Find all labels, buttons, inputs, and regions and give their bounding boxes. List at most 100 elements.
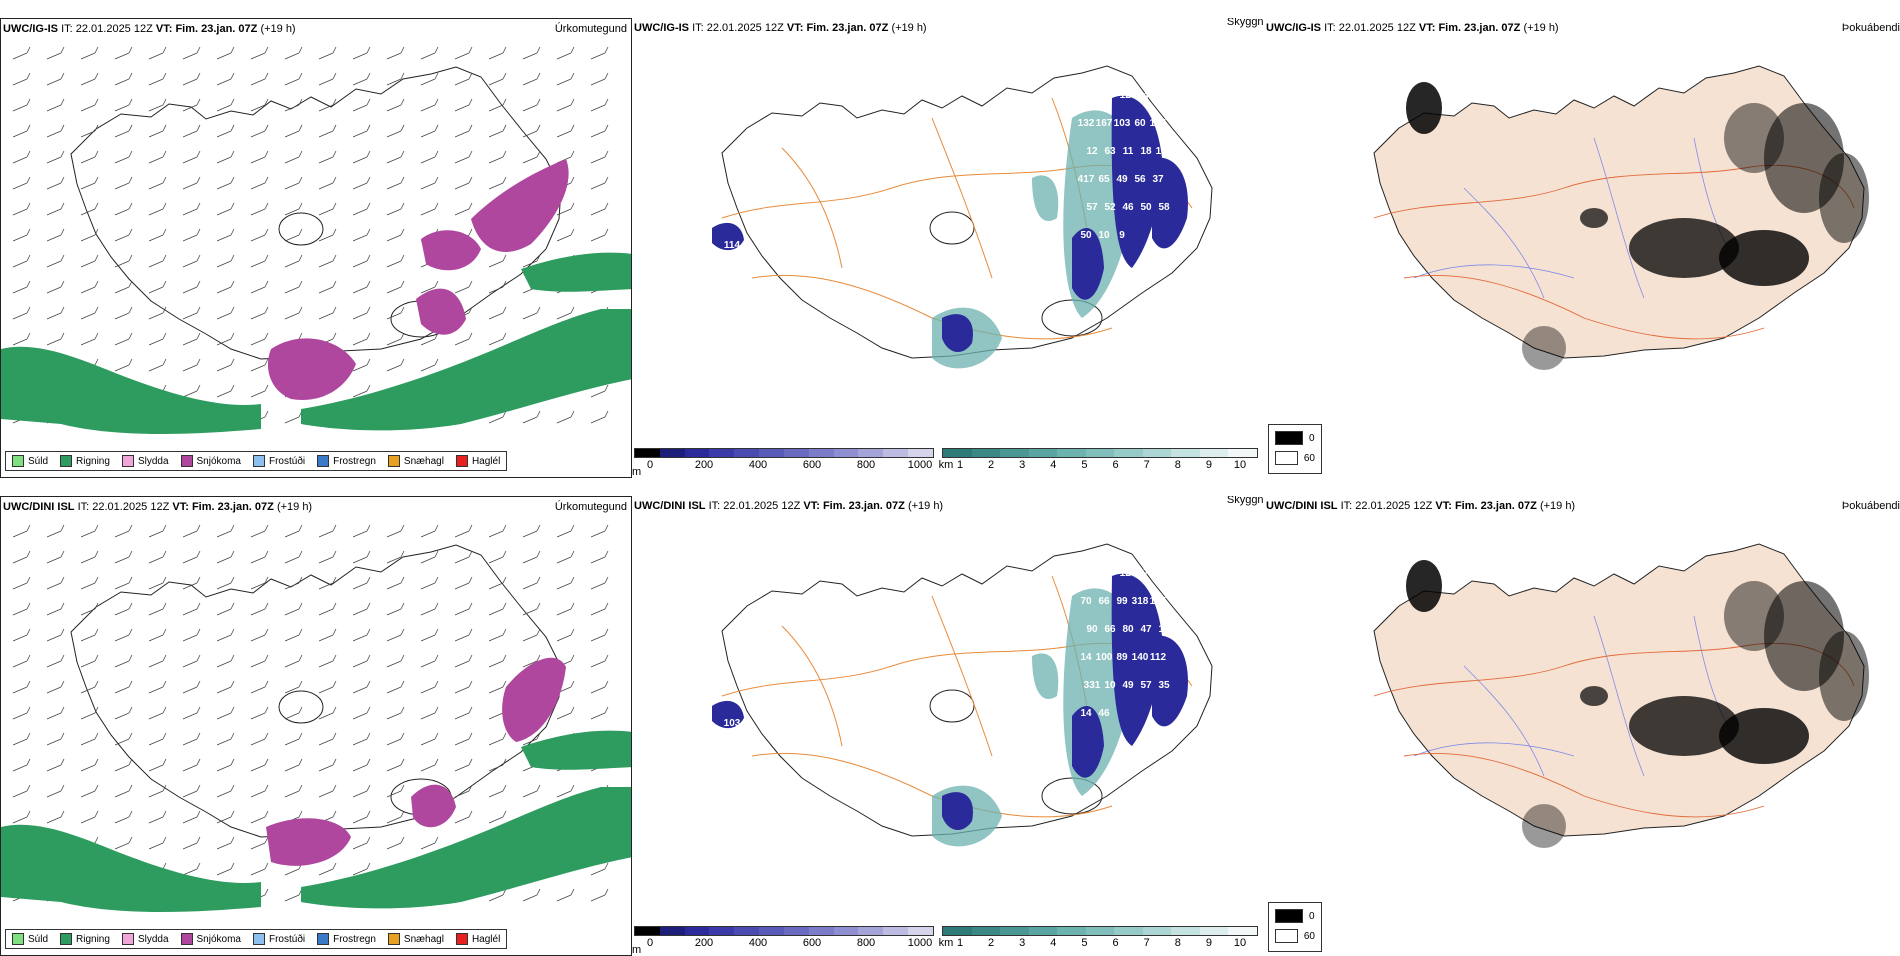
wind-barb — [182, 312, 198, 320]
colorbar-swatch — [1142, 449, 1172, 457]
wind-barb — [46, 608, 62, 616]
legend-item: Frostregn — [317, 933, 376, 945]
wind-barb-flag — [196, 176, 201, 184]
visibility-value-label: 165 — [1150, 596, 1167, 607]
legend-item: Snjókoma — [180, 455, 241, 467]
wind-barb — [148, 52, 164, 60]
colorbar-swatch — [759, 927, 784, 935]
legend-swatch — [455, 933, 468, 945]
wind-barb-flag — [230, 706, 235, 714]
visibility-value-label: 10 — [1104, 680, 1116, 691]
wind-barb-flag — [366, 228, 371, 236]
visibility-value-label: 66 — [1158, 90, 1170, 101]
wind-barb-flag — [196, 862, 201, 870]
wind-barb — [216, 608, 232, 616]
wind-barb-flag — [536, 654, 541, 662]
wind-barb — [182, 660, 198, 668]
wind-barb — [12, 260, 28, 268]
wind-barb — [590, 182, 606, 190]
fog-area — [1724, 103, 1784, 173]
colorbar-swatch — [1057, 927, 1086, 935]
wind-barb — [352, 104, 368, 112]
wind-barb-flag — [162, 654, 167, 662]
wind-barb — [12, 208, 28, 216]
wind-barb-flag — [264, 202, 269, 210]
wind-barb — [80, 208, 96, 216]
wind-barb — [386, 712, 402, 720]
wind-barb-flag — [94, 150, 99, 158]
visibility-panel-bottom: UWC/DINI ISL IT: 22.01.2025 12Z VT: Fim.… — [632, 496, 1264, 956]
wind-barb — [250, 234, 266, 242]
wind-barb-flag — [366, 46, 371, 54]
fog-low-label: 60 — [1303, 452, 1315, 464]
wind-barb — [420, 608, 436, 616]
wind-barb-flag — [128, 332, 133, 340]
wind-barb — [114, 78, 130, 86]
fog-area — [1819, 631, 1869, 721]
wind-barb-flag — [502, 654, 507, 662]
glacier-outline — [278, 212, 324, 246]
wind-barb — [352, 582, 368, 590]
wind-barb-flag — [298, 72, 303, 80]
snow-area — [266, 818, 351, 866]
visibility-value-label: 375 — [1138, 568, 1155, 579]
wind-barb-flag — [264, 524, 269, 532]
wind-barb-flag — [570, 176, 575, 184]
wind-barb-flag — [230, 628, 235, 636]
colorbar-swatch — [783, 449, 809, 457]
wind-barb-flag — [468, 176, 473, 184]
wind-barb — [284, 868, 300, 876]
wind-barb-flag — [162, 150, 167, 158]
wind-barb-flag — [264, 654, 269, 662]
colorbar-swatch — [684, 927, 710, 935]
colorbar-tick-label: 600 — [802, 937, 822, 949]
legend-label: Slydda — [137, 933, 169, 945]
wind-barb-flag — [434, 176, 439, 184]
legend-item: Rigning — [60, 933, 110, 945]
wind-barb — [114, 104, 130, 112]
legend-swatch — [60, 455, 73, 467]
wind-barb — [454, 338, 470, 346]
fog-map — [1373, 543, 1869, 848]
wind-barb — [386, 582, 402, 590]
wind-barb-flag — [128, 124, 133, 132]
wind-barb — [522, 260, 538, 268]
wind-barb-flag — [264, 732, 269, 740]
visibility-value-label: 100 — [1096, 652, 1113, 663]
wind-barb-flag — [536, 550, 541, 558]
wind-barb-flag — [128, 784, 133, 792]
snow-area — [502, 657, 566, 742]
wind-barb — [182, 790, 198, 798]
wind-barb — [386, 364, 402, 372]
legend-swatch — [12, 455, 24, 467]
wind-barb-flag — [332, 758, 337, 766]
wind-barb — [420, 286, 436, 294]
wind-barb — [284, 634, 300, 642]
colorbar-swatch — [635, 449, 660, 457]
wind-barb — [148, 634, 164, 642]
fog-high-label: 0 — [1309, 910, 1315, 922]
wind-barb — [352, 686, 368, 694]
wind-barb — [216, 260, 232, 268]
wind-barb-flag — [94, 810, 99, 818]
wind-barb-flag — [128, 280, 133, 288]
visibility-value-label: 134 — [764, 310, 781, 321]
fog-area — [1522, 326, 1566, 370]
iceland-coastline — [721, 543, 1213, 837]
visibility-low-area — [1111, 95, 1162, 268]
wind-barb — [80, 816, 96, 824]
wind-barb-flag — [230, 332, 235, 340]
wind-barb-flag — [230, 254, 235, 262]
wind-barb-flag — [570, 306, 575, 314]
wind-barb-flag — [536, 576, 541, 584]
wind-barb-flag — [26, 98, 31, 106]
colorbar-tick-label: 7 — [1143, 937, 1150, 949]
wind-barb — [318, 182, 334, 190]
wind-barb-flag — [196, 680, 201, 688]
wind-barb-flag — [60, 680, 65, 688]
wind-barb — [46, 208, 62, 216]
wind-barb-flag — [162, 706, 167, 714]
wind-barb — [454, 712, 470, 720]
wind-barb-flag — [264, 550, 269, 558]
wind-barb — [148, 156, 164, 164]
